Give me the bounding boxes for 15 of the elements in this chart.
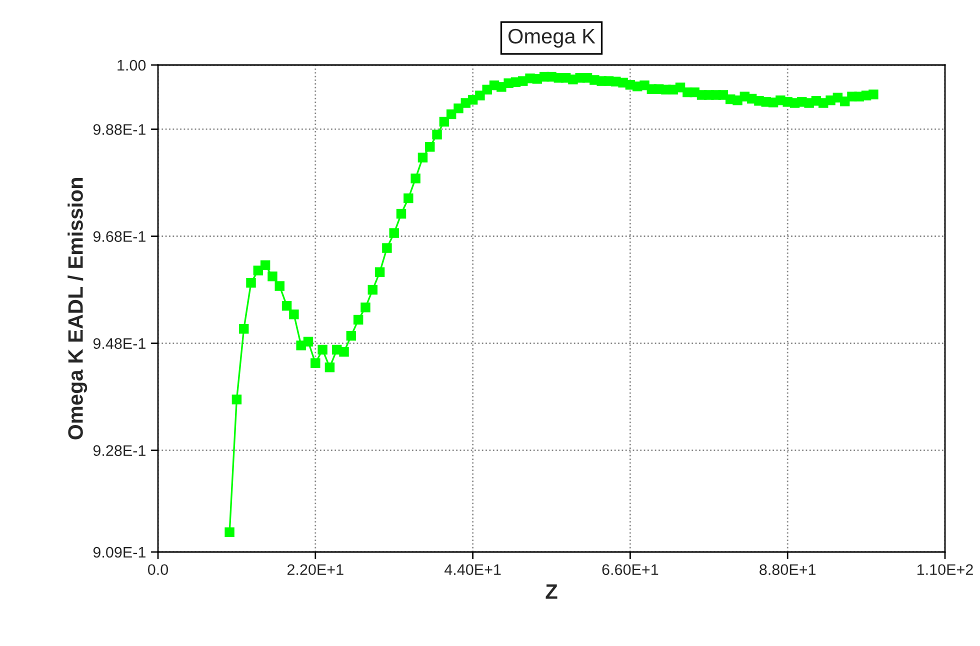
x-tick-label: 0.0: [148, 564, 168, 576]
chart-title: Omega K: [508, 28, 596, 48]
x-tick-label: 6.60E+1: [602, 564, 658, 576]
y-tick-label: 9.48E-1: [93, 338, 146, 349]
y-tick-label: 9.68E-1: [93, 231, 146, 242]
x-tick-label: 1.10E+2: [917, 564, 973, 576]
x-tick-label: 4.40E+1: [444, 564, 501, 576]
y-axis-title: Omega K EADL / Emission: [68, 178, 88, 440]
y-tick-label: 9.28E-1: [93, 445, 146, 456]
x-tick-label: 8.80E+1: [760, 564, 816, 576]
x-tick-label: 2.20E+1: [288, 564, 344, 576]
y-tick-label: 1.00: [118, 60, 146, 71]
y-tick-label: 9.09E-1: [93, 546, 146, 558]
y-tick-label: 9.88E-1: [93, 124, 146, 135]
x-axis-title: Z: [546, 584, 558, 599]
